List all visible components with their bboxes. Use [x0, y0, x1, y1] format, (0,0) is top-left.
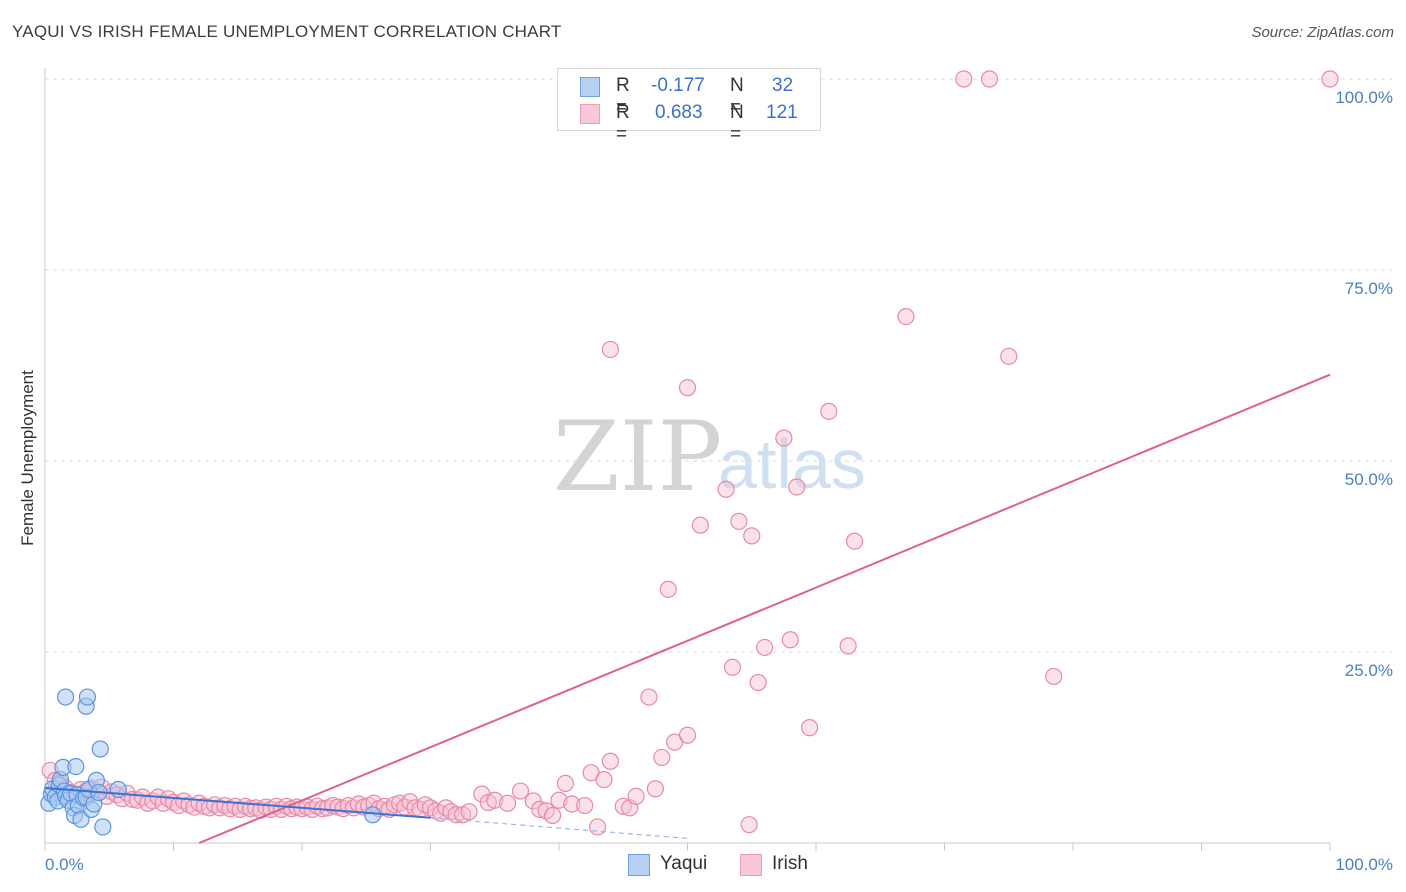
irish-swatch [580, 104, 600, 124]
irish-point [653, 748, 671, 767]
irish-point [416, 796, 434, 814]
legend-n-value: 32 [772, 75, 794, 96]
irish-point [1000, 347, 1018, 365]
irish-points [41, 70, 1339, 836]
irish-point [717, 480, 735, 498]
irish-point [511, 782, 530, 800]
source-label: Source: ZipAtlas.com [1251, 24, 1394, 41]
legend-r-label: R = [616, 75, 630, 118]
irish-point [755, 638, 774, 657]
irish-point [980, 70, 999, 88]
y-tick-label: 25.0% [1345, 661, 1393, 680]
x-tick-label: 0.0% [45, 855, 84, 874]
y-axis-label: Female Unemployment [18, 370, 37, 546]
yaqui-legend-label: Yaqui [660, 853, 708, 874]
y-tick-label: 50.0% [1345, 470, 1393, 489]
irish-point [627, 787, 645, 805]
irish-point [743, 527, 761, 545]
tick-labels: 25.0% 50.0% 75.0% 100.0% 0.0% 100.0% [45, 88, 1393, 874]
irish-point [775, 429, 793, 447]
irish-point [601, 752, 620, 770]
irish-trend-line [198, 373, 1331, 844]
yaqui-legend-swatch [628, 854, 650, 876]
irish-point [749, 673, 767, 692]
axes [44, 68, 1331, 851]
legend-n-label: N = [730, 75, 744, 118]
watermark-zip: ZIP [553, 401, 722, 513]
irish-point [1321, 70, 1339, 88]
irish-point [556, 774, 575, 793]
irish-legend-swatch [740, 854, 762, 876]
irish-point [800, 719, 819, 737]
irish-point [614, 797, 632, 815]
irish-point [820, 402, 838, 420]
yaqui-point [56, 688, 75, 706]
irish-point [740, 816, 758, 834]
irish-point [595, 770, 613, 789]
legend-n-value: 121 [766, 102, 798, 123]
irish-point [723, 658, 742, 676]
irish-point [788, 478, 806, 496]
irish-point [1045, 667, 1063, 686]
y-tick-label: 100.0% [1335, 88, 1393, 107]
irish-point [447, 806, 465, 824]
irish-point [659, 580, 677, 598]
yaqui-trend-extension [430, 817, 688, 840]
irish-point [543, 806, 562, 825]
yaqui-swatch [580, 77, 600, 97]
x-tick-label: 100.0% [1335, 855, 1393, 874]
yaqui-point [109, 780, 127, 799]
irish-legend-label: Irish [772, 853, 808, 874]
irish-point [646, 780, 664, 798]
irish-point [781, 631, 799, 649]
irish-point [845, 532, 864, 550]
yaqui-trend-line [44, 786, 431, 819]
chart-title: YAQUI VS IRISH FEMALE UNEMPLOYMENT CORRE… [12, 22, 562, 41]
irish-point [678, 379, 697, 397]
irish-point [691, 516, 709, 534]
yaqui-point [78, 688, 97, 706]
irish-point [730, 512, 748, 530]
y-tick-label: 75.0% [1345, 279, 1393, 298]
trend-lines [44, 373, 1331, 844]
yaqui-point [91, 740, 109, 758]
irish-point [588, 818, 607, 836]
irish-point [550, 791, 568, 809]
irish-point [839, 637, 857, 655]
irish-point [499, 794, 517, 812]
irish-point [955, 70, 973, 88]
irish-point [460, 803, 478, 821]
legend-n-label: N = [730, 102, 744, 145]
legend-r-value: 0.683 [655, 102, 703, 123]
irish-point [678, 726, 697, 744]
grid-lines [45, 78, 1392, 653]
yaqui-point [72, 810, 90, 828]
irish-point [576, 796, 594, 815]
irish-point [897, 308, 915, 326]
yaqui-point [94, 818, 112, 836]
irish-point [486, 791, 504, 809]
correlation-legend: R = -0.177 N = 32 R = 0.683 N = 121 [557, 68, 821, 145]
legend-r-value: -0.177 [651, 75, 705, 96]
irish-point [640, 688, 658, 706]
legend-r-label: R = [616, 102, 630, 145]
irish-point [601, 340, 620, 359]
yaqui-points [40, 688, 382, 836]
irish-point [563, 795, 581, 813]
yaqui-point [67, 757, 85, 776]
watermark: ZIP atlas [553, 401, 866, 513]
